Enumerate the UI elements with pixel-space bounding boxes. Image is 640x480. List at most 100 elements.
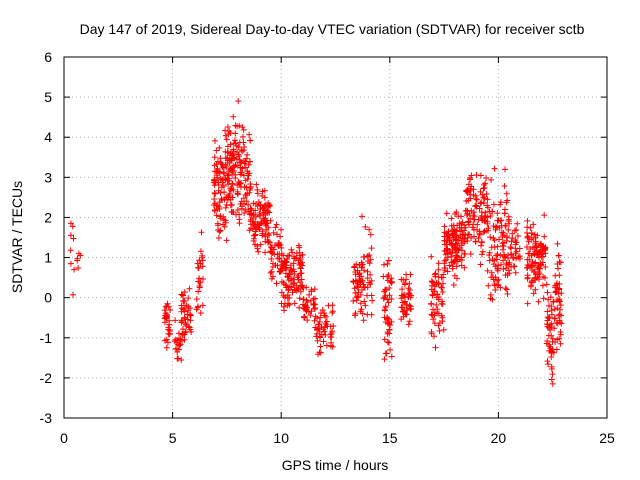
data-point — [178, 356, 185, 363]
data-point — [69, 223, 76, 230]
data-point — [181, 297, 188, 304]
data-point — [431, 271, 438, 278]
data-point — [453, 233, 460, 240]
data-point — [267, 248, 274, 255]
data-point — [358, 262, 365, 269]
data-point — [315, 321, 322, 328]
data-point — [443, 256, 450, 263]
data-point — [473, 171, 480, 178]
data-point — [67, 247, 74, 254]
data-point — [527, 263, 534, 270]
data-point — [435, 266, 442, 273]
data-point — [224, 196, 231, 203]
data-point — [291, 268, 298, 275]
data-point — [508, 238, 515, 245]
data-point — [405, 293, 412, 300]
data-point — [228, 201, 235, 208]
data-point — [240, 139, 247, 146]
data-point — [399, 304, 406, 311]
data-point — [245, 208, 252, 215]
data-point — [306, 291, 313, 298]
data-point — [297, 279, 304, 286]
data-point — [555, 312, 562, 319]
data-point — [502, 166, 509, 173]
x-tick-label: 5 — [169, 430, 177, 446]
data-point — [292, 255, 299, 262]
data-point — [539, 282, 546, 289]
data-point — [478, 214, 485, 221]
data-point — [248, 207, 255, 214]
data-point — [386, 292, 393, 299]
data-point — [288, 246, 295, 253]
data-point — [403, 301, 410, 308]
data-point — [471, 213, 478, 220]
data-point — [362, 302, 369, 309]
data-point — [215, 181, 222, 188]
data-point — [558, 290, 565, 297]
data-point — [317, 314, 324, 321]
data-point — [556, 306, 563, 313]
data-point — [453, 227, 460, 234]
data-point — [452, 228, 459, 235]
data-point — [162, 312, 169, 319]
data-point — [172, 317, 179, 324]
data-point — [387, 278, 394, 285]
data-point — [213, 147, 220, 154]
data-point — [243, 184, 250, 191]
data-point — [247, 137, 254, 144]
data-point — [484, 227, 491, 234]
data-point — [438, 284, 445, 291]
data-point — [547, 322, 554, 329]
data-point — [272, 224, 279, 231]
data-point — [492, 226, 499, 233]
data-point — [195, 303, 202, 310]
data-point — [554, 265, 561, 272]
data-point — [307, 297, 314, 304]
data-point — [179, 337, 186, 344]
data-point — [547, 345, 554, 352]
data-point — [443, 247, 450, 254]
data-point — [316, 333, 323, 340]
data-point — [407, 271, 414, 278]
data-point — [503, 190, 510, 197]
data-point — [543, 281, 550, 288]
data-point — [470, 209, 477, 216]
data-point — [387, 346, 394, 353]
data-point — [494, 210, 501, 217]
data-point — [516, 245, 523, 252]
data-point — [278, 244, 285, 251]
data-point — [544, 321, 551, 328]
data-point — [484, 220, 491, 227]
data-point — [367, 231, 374, 238]
data-point — [244, 168, 251, 175]
data-point — [250, 221, 257, 228]
data-point — [369, 297, 376, 304]
data-point — [352, 310, 359, 317]
data-point — [183, 322, 190, 329]
data-point — [270, 229, 277, 236]
data-point — [428, 253, 435, 260]
data-point — [296, 295, 303, 302]
data-point — [221, 170, 228, 177]
data-point — [75, 265, 82, 272]
data-point — [480, 185, 487, 192]
y-tick-label: 6 — [44, 49, 52, 65]
data-point — [555, 290, 562, 297]
data-point — [501, 182, 508, 189]
data-point — [163, 313, 170, 320]
data-point — [259, 228, 266, 235]
data-point — [480, 229, 487, 236]
data-point — [222, 132, 229, 139]
data-point — [463, 198, 470, 205]
data-point — [357, 300, 364, 307]
data-point — [524, 217, 531, 224]
data-point — [541, 244, 548, 251]
data-point — [217, 189, 224, 196]
data-point — [164, 339, 171, 346]
axis-ticks: 0 5 10 15 20 25 -3 -2 -1 0 1 2 3 4 5 6 — [40, 49, 615, 446]
data-point — [362, 223, 369, 230]
data-point — [264, 230, 271, 237]
data-point — [295, 242, 302, 249]
data-point — [321, 310, 328, 317]
data-point — [245, 201, 252, 208]
